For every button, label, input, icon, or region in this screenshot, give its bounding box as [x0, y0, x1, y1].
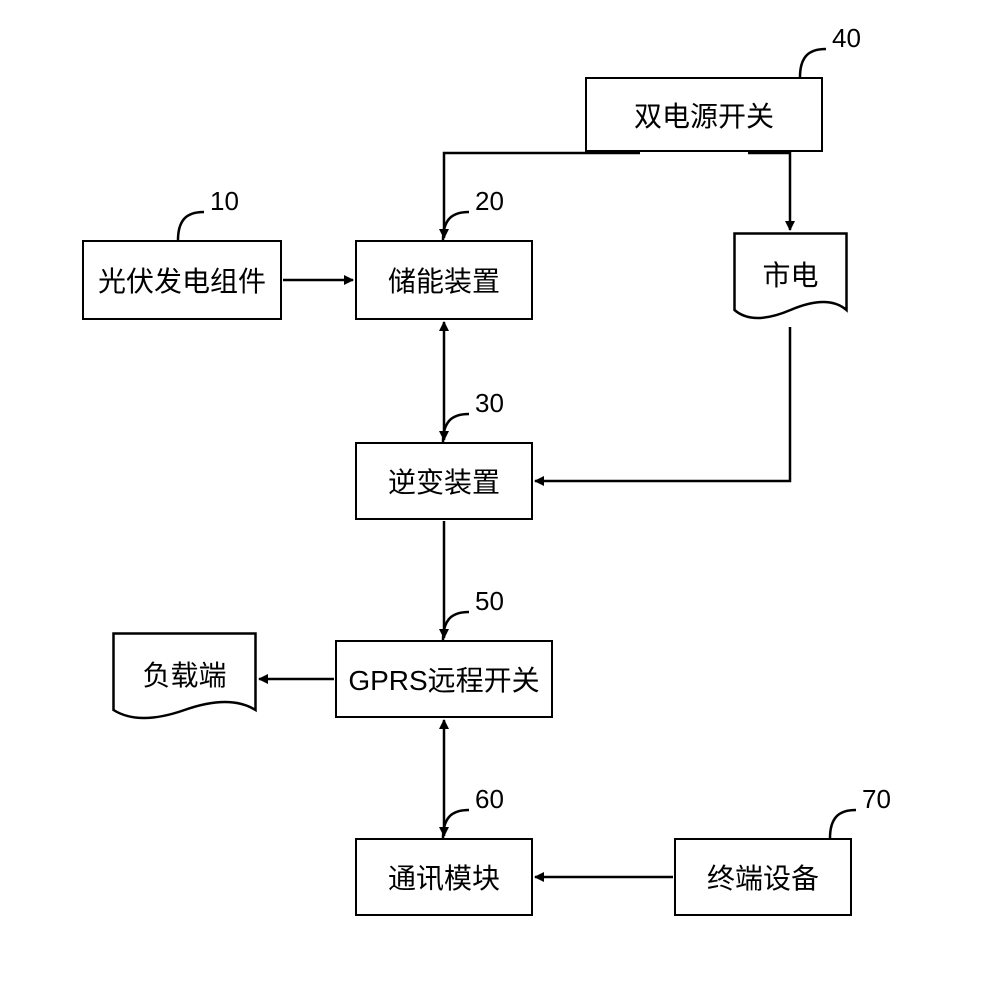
node-terminal-label: 终端设备 [707, 857, 819, 897]
ref-20: 20 [475, 186, 504, 217]
node-inverter: 逆变装置 [355, 442, 533, 520]
ref-40: 40 [832, 23, 861, 54]
node-gprs-label: GPRS远程开关 [348, 659, 539, 699]
node-storage-label: 储能装置 [388, 260, 500, 300]
node-load: 负载端 [112, 632, 257, 727]
node-pv-label: 光伏发电组件 [98, 260, 266, 300]
node-comm-label: 通讯模块 [388, 857, 500, 897]
node-mains: 市电 [733, 232, 848, 327]
ref-70: 70 [862, 784, 891, 815]
node-mains-label: 市电 [762, 254, 818, 294]
node-gprs: GPRS远程开关 [335, 640, 553, 718]
node-comm: 通讯模块 [355, 838, 533, 916]
block-diagram: 10 20 40 30 50 60 70 [0, 0, 1000, 992]
ref-10: 10 [210, 186, 239, 217]
node-load-label: 负载端 [142, 654, 226, 694]
ref-30: 30 [475, 388, 504, 419]
ref-50: 50 [475, 586, 504, 617]
node-dual-switch: 双电源开关 [585, 77, 823, 152]
node-dual-switch-label: 双电源开关 [634, 95, 774, 135]
node-storage: 储能装置 [355, 240, 533, 320]
node-pv: 光伏发电组件 [82, 240, 282, 320]
ref-60: 60 [475, 784, 504, 815]
node-terminal: 终端设备 [674, 838, 852, 916]
node-inverter-label: 逆变装置 [388, 461, 500, 501]
